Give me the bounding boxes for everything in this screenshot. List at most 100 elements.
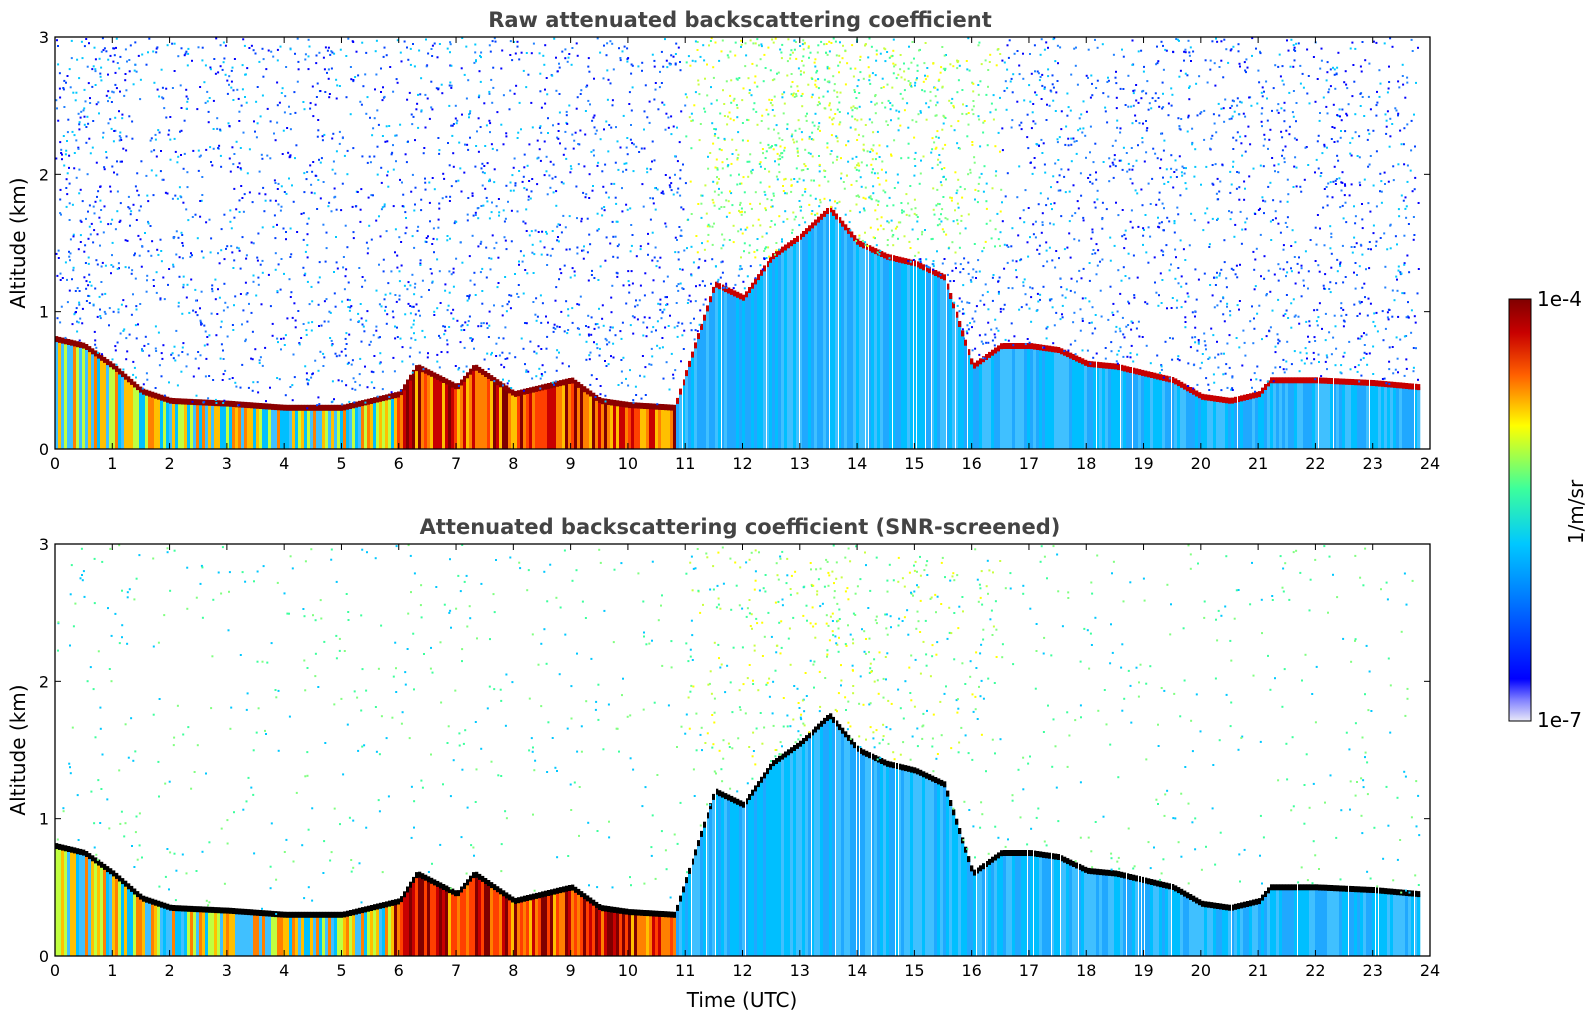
backscatter-speckle: [180, 129, 183, 132]
layer-edge: [763, 265, 767, 272]
backscatter-speckle: [1239, 135, 1242, 138]
backscatter-speckle: [1256, 312, 1259, 315]
layer-edge: [580, 384, 584, 391]
backscatter-speckle: [1115, 325, 1118, 328]
backscatter-speckle: [874, 237, 876, 240]
backscatter-speckle: [712, 66, 715, 69]
backscatter-speckle: [546, 93, 549, 96]
backscatter-speckle: [1197, 342, 1200, 345]
backscatter-speckle: [71, 203, 74, 206]
backscatter-speckle: [524, 222, 527, 225]
aerosol-column: [1162, 377, 1166, 449]
layer-edge: [217, 400, 221, 407]
backscatter-speckle: [731, 138, 734, 141]
layer-edge: [379, 395, 383, 402]
backscatter-speckle: [99, 244, 101, 247]
backscatter-speckle: [1319, 175, 1322, 178]
backscatter-speckle: [862, 135, 865, 138]
backscatter-speckle: [878, 144, 881, 147]
layer-edge: [136, 384, 140, 391]
backscatter-speckle: [320, 157, 323, 160]
backscatter-speckle: [521, 180, 524, 183]
backscatter-speckle: [273, 214, 276, 217]
backscatter-speckle: [226, 306, 229, 309]
backscatter-speckle: [72, 235, 75, 238]
backscatter-speckle: [781, 43, 784, 46]
backscatter-speckle: [1272, 87, 1275, 90]
layer-edge: [1369, 379, 1373, 386]
backscatter-speckle: [263, 210, 266, 213]
backscatter-speckle: [641, 355, 644, 357]
layer-edge: [1201, 393, 1205, 400]
backscatter-speckle: [713, 134, 716, 137]
backscatter-speckle: [230, 80, 233, 83]
backscatter-speckle: [1404, 96, 1407, 99]
backscatter-speckle: [442, 172, 445, 175]
layer-edge: [781, 246, 785, 253]
backscatter-speckle: [856, 119, 859, 122]
backscatter-speckle: [312, 372, 314, 375]
backscatter-speckle: [940, 168, 943, 171]
backscatter-speckle: [1046, 260, 1049, 263]
backscatter-speckle: [302, 101, 305, 103]
backscatter-speckle: [437, 137, 440, 139]
backscatter-speckle: [488, 92, 491, 95]
backscatter-speckle: [1194, 310, 1197, 313]
backscatter-speckle: [1099, 260, 1101, 263]
aerosol-column: [1198, 395, 1202, 449]
backscatter-speckle: [474, 43, 477, 46]
backscatter-speckle: [1288, 91, 1291, 94]
backscatter-speckle: [223, 213, 226, 216]
layer-edge: [541, 384, 545, 391]
backscatter-speckle: [1230, 388, 1233, 391]
backscatter-speckle: [413, 319, 415, 322]
backscatter-speckle: [1225, 286, 1228, 289]
backscatter-speckle: [1276, 109, 1279, 112]
backscatter-speckle: [776, 178, 779, 181]
backscatter-speckle: [1154, 152, 1157, 155]
backscatter-speckle: [770, 99, 773, 101]
backscatter-speckle: [1253, 327, 1256, 330]
backscatter-speckle: [1340, 364, 1343, 367]
backscatter-speckle: [775, 242, 778, 244]
backscatter-speckle: [716, 181, 719, 184]
backscatter-speckle: [983, 165, 986, 168]
layer-edge: [613, 399, 617, 406]
backscatter-speckle: [876, 130, 879, 133]
backscatter-speckle: [1170, 307, 1173, 309]
aerosol-column: [1306, 380, 1310, 449]
layer-edge: [556, 380, 560, 387]
backscatter-speckle: [1385, 119, 1388, 122]
aerosol-column: [805, 231, 809, 449]
backscatter-speckle: [1277, 263, 1280, 266]
backscatter-speckle: [850, 183, 853, 186]
backscatter-speckle: [242, 309, 245, 312]
backscatter-speckle: [878, 253, 881, 255]
backscatter-speckle: [665, 304, 668, 306]
aerosol-column: [370, 401, 374, 449]
backscatter-speckle: [369, 340, 372, 343]
backscatter-speckle: [739, 211, 742, 214]
backscatter-speckle: [1127, 324, 1130, 326]
backscatter-speckle: [603, 206, 606, 208]
backscatter-speckle: [392, 144, 394, 147]
backscatter-speckle: [191, 400, 194, 403]
backscatter-speckle: [1405, 367, 1408, 370]
backscatter-speckle: [725, 199, 728, 202]
aerosol-column: [763, 268, 767, 449]
backscatter-speckle: [1397, 208, 1400, 211]
backscatter-speckle: [551, 230, 554, 232]
backscatter-speckle: [1184, 182, 1187, 185]
backscatter-speckle: [1397, 265, 1400, 268]
backscatter-speckle: [203, 344, 206, 347]
aerosol-column: [268, 406, 272, 449]
backscatter-speckle: [743, 191, 746, 194]
backscatter-speckle: [1316, 308, 1319, 311]
backscatter-speckle: [650, 330, 653, 333]
backscatter-speckle: [1401, 75, 1404, 77]
backscatter-speckle: [78, 77, 81, 80]
backscatter-speckle: [1372, 320, 1375, 323]
backscatter-speckle: [1387, 87, 1390, 90]
backscatter-speckle: [1024, 343, 1027, 346]
backscatter-speckle: [811, 93, 814, 96]
